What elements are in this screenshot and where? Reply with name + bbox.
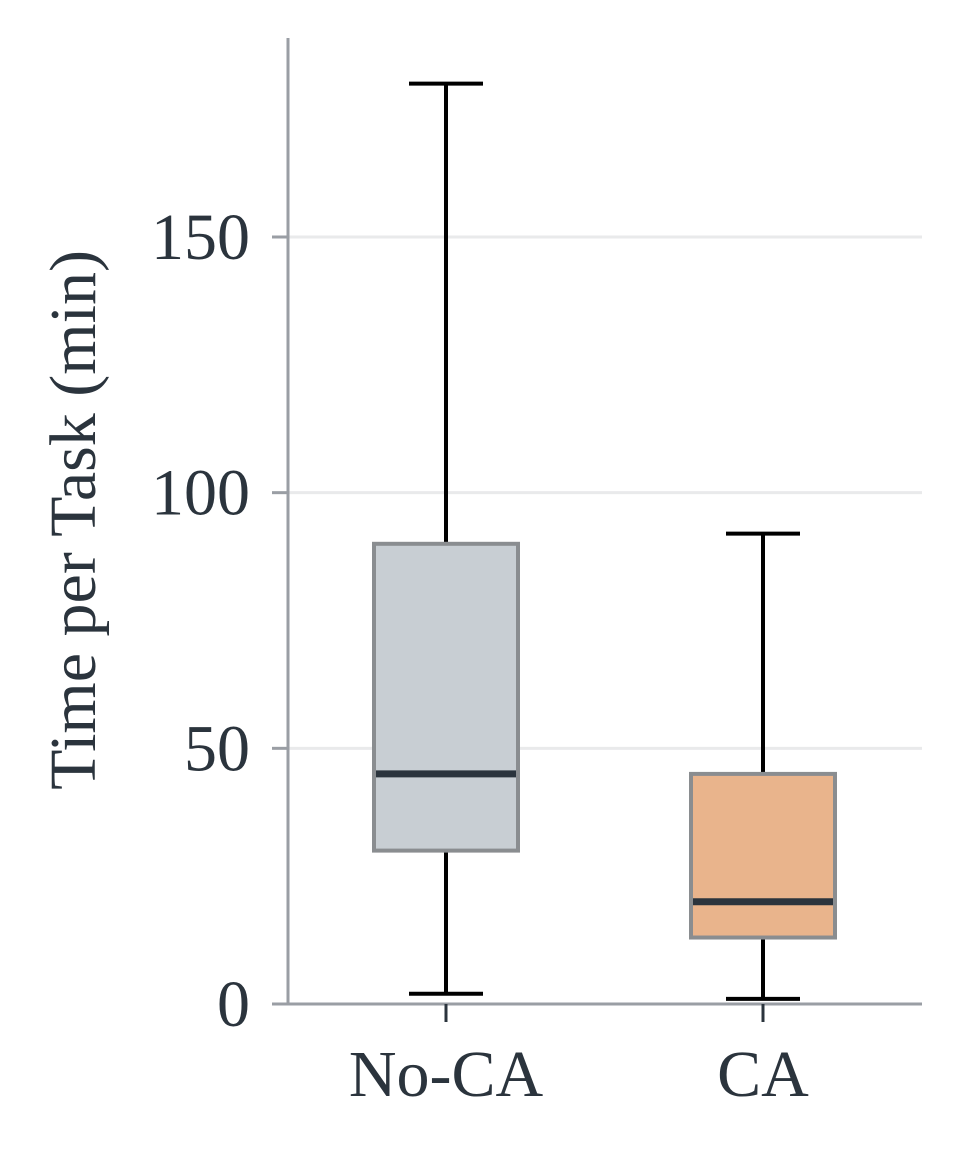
y-axis-title: Time per Task (min) <box>37 250 110 790</box>
iqr-box-No-CA <box>372 541 520 853</box>
box-series <box>372 81 837 1001</box>
y-tick-label-150: 150 <box>151 201 250 274</box>
axis-ticks: 0 50 100 150 No-CA CA <box>151 201 809 1111</box>
y-tick-label-100: 100 <box>151 457 250 530</box>
box-CA <box>689 531 837 1001</box>
axes <box>286 38 922 1006</box>
iqr-box-CA <box>689 771 837 940</box>
x-tick-label-CA: CA <box>717 1038 809 1111</box>
y-tick-label-50: 50 <box>184 712 250 785</box>
y-tick-label-0: 0 <box>217 968 250 1041</box>
box-No-CA <box>372 81 520 996</box>
x-tick-label-No-CA: No-CA <box>349 1038 544 1111</box>
